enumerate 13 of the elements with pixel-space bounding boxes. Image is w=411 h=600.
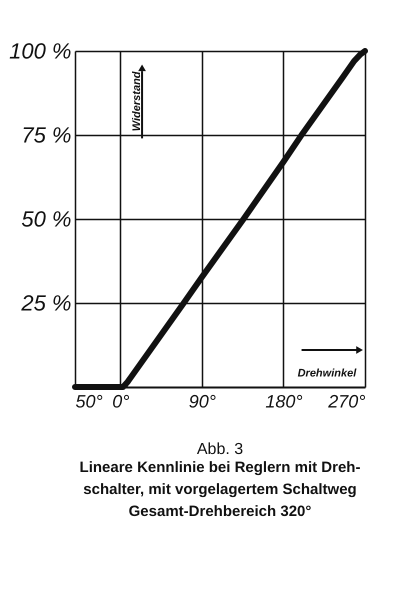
y-axis-title: Widerstand xyxy=(131,71,144,132)
y-tick-label: 100 % xyxy=(9,38,72,64)
x-tick-label: 0° xyxy=(112,392,130,412)
x-axis-title: Drehwinkel xyxy=(298,368,358,380)
text: Lineare Kennlinie bei Reglern mit Dreh- schalter, mit vorgelagertem Schaltweg Gesamt-Drehbereich 320° xyxy=(80,459,360,520)
y-tick-label: 75 % xyxy=(21,122,72,148)
text: Abb. 3 xyxy=(196,441,244,458)
x-tick-label: 270° xyxy=(327,392,366,412)
x-tick-label: 180° xyxy=(265,392,303,412)
y-tick-label: 25 % xyxy=(20,290,72,316)
x-tick-label: 90° xyxy=(188,392,216,412)
y-tick-label: 50 % xyxy=(21,206,72,232)
x-tick-label: 50° xyxy=(76,392,103,412)
